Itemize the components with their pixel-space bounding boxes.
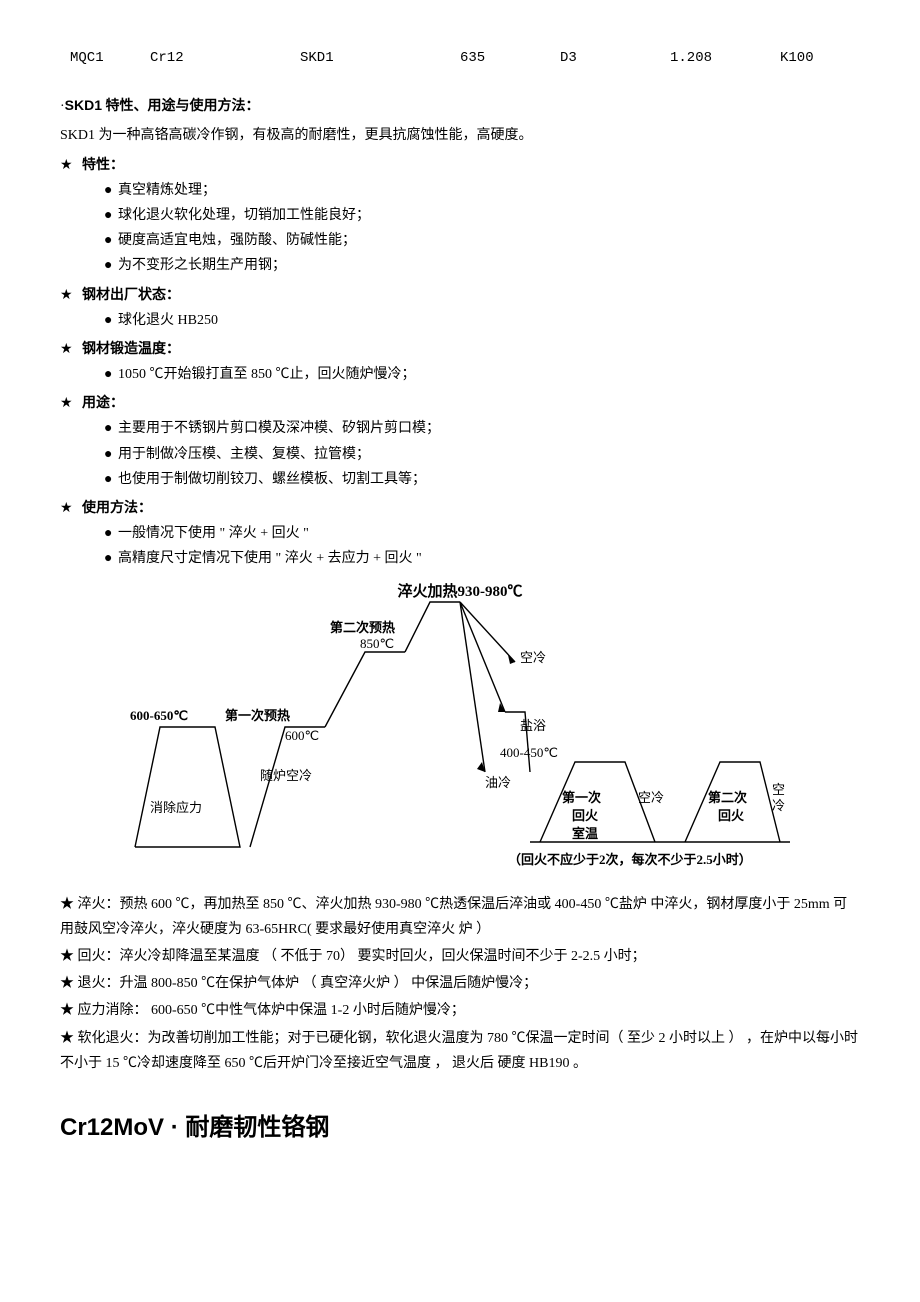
bullet-text: 为不变形之长期生产用钢； [118,258,286,273]
bullet-item: ●主要用于不锈钢片剪口模及深冲模、矽钢片剪口模； [60,416,860,441]
bullet-icon: ● [104,442,118,467]
svg-text:随炉空冷: 随炉空冷 [260,768,312,783]
heading-cr12mov: Cr12MoV · 耐磨韧性铬钢 [60,1106,860,1149]
bullet-text: 主要用于不锈钢片剪口模及深冲模、矽钢片剪口模； [118,421,440,436]
star-heading: ★使用方法： [60,496,860,521]
bullet-icon: ● [104,546,118,571]
bullet-item: ●1050 ℃开始锻打直至 850 ℃止，回火随炉慢冷； [60,362,860,387]
star-heading: ★钢材出厂状态： [60,283,860,308]
bullet-text: 1050 ℃开始锻打直至 850 ℃止，回火随炉慢冷； [118,367,416,382]
svg-text:600-650℃: 600-650℃ [130,708,188,723]
bullet-item: ●真空精炼处理； [60,178,860,203]
bullet-text: 也使用于制做切削铰刀、螺丝模板、切割工具等； [118,472,426,487]
bullet-icon: ● [104,253,118,278]
process-soft-anneal: ★ 软化退火：为改善切削加工性能；对于已硬化钢，软化退火温度为 780 ℃保温一… [60,1026,860,1076]
bullet-item: ●一般情况下使用 " 淬火 + 回火 " [60,521,860,546]
star-icon: ★ [60,337,82,362]
star-icon: ★ [60,496,82,521]
bullet-icon: ● [104,178,118,203]
bullet-icon: ● [104,228,118,253]
process-quench: ★ 淬火：预热 600 ℃，再加热至 850 ℃、淬火加热 930-980 ℃热… [60,892,860,942]
svg-text:消除应力: 消除应力 [150,800,202,815]
bullet-icon: ● [104,416,118,441]
process-stress: ★ 应力消除： 600-650 ℃中性气体炉中保温 1-2 小时后随炉慢冷； [60,998,860,1023]
svg-text:室温: 室温 [572,826,598,841]
table-cell: K100 [780,46,880,71]
process-temper: ★ 回火：淬火冷却降温至某温度 （ 不低于 70） 要实时回火，回火保温时间不少… [60,944,860,969]
svg-text:油冷: 油冷 [485,775,511,790]
title-bold: SKD1 [65,97,102,113]
star-heading: ★特性： [60,153,860,178]
heat-treatment-diagram: 淬火加热930-980℃消除应力600-650℃第一次预热600℃随炉空冷第二次… [130,582,790,882]
bullet-icon: ● [104,467,118,492]
star-icon: ★ [60,391,82,416]
bullet-text: 球化退火 HB250 [118,313,218,328]
svg-text:600℃: 600℃ [285,728,319,743]
table-cell: 635 [460,46,560,71]
svg-text:第一次预热: 第一次预热 [225,708,290,723]
svg-text:回火: 回火 [572,808,599,823]
bullet-item: ●高精度尺寸定情况下使用 " 淬火 + 去应力 + 回火 " [60,546,860,571]
title-rest: 特性、用途与使用方法： [102,99,260,114]
bullet-icon: ● [104,521,118,546]
star-label: 用途： [82,396,124,411]
bullet-item: ●球化退火软化处理，切销加工性能良好； [60,203,860,228]
bullet-text: 球化退火软化处理，切销加工性能良好； [118,208,370,223]
bullet-text: 真空精炼处理； [118,183,216,198]
svg-text:淬火加热930-980℃: 淬火加热930-980℃ [398,582,523,600]
table-cell: MQC1 [60,46,150,71]
bullet-item: ●用于制做冷压模、主模、复模、拉管模； [60,442,860,467]
svg-text:盐浴: 盐浴 [520,718,546,733]
svg-text:（回火不应少于2次，每次不少于2.5小时）: （回火不应少于2次，每次不少于2.5小时） [508,852,752,867]
star-icon: ★ [60,153,82,178]
bullet-item: ●为不变形之长期生产用钢； [60,253,860,278]
bullet-text: 用于制做冷压模、主模、复模、拉管模； [118,447,370,462]
svg-text:空冷: 空冷 [520,650,546,665]
intro-text: SKD1 为一种高铬高碳冷作钢，有极高的耐磨性，更具抗腐蚀性能，高硬度。 [60,123,860,148]
bullet-text: 高精度尺寸定情况下使用 " 淬火 + 去应力 + 回火 " [118,551,422,566]
bullet-text: 一般情况下使用 " 淬火 + 回火 " [118,526,309,541]
svg-text:第二次: 第二次 [708,790,747,805]
svg-text:空冷: 空冷 [638,790,664,805]
star-heading: ★钢材锻造温度： [60,337,860,362]
table-cell: SKD1 [300,46,460,71]
bullet-icon: ● [104,203,118,228]
svg-text:850℃: 850℃ [360,636,394,651]
star-label: 钢材锻造温度： [82,342,180,357]
svg-text:第一次: 第一次 [562,790,601,805]
bullet-icon: ● [104,308,118,333]
bullet-item: ●球化退火 HB250 [60,308,860,333]
section-title: ·SKD1 特性、用途与使用方法： [60,93,860,119]
star-icon: ★ [60,283,82,308]
svg-text:回火: 回火 [718,808,745,823]
star-label: 使用方法： [82,501,152,516]
star-label: 钢材出厂状态： [82,288,180,303]
svg-text:冷: 冷 [772,798,785,813]
star-label: 特性： [82,158,124,173]
table-cell: D3 [560,46,670,71]
svg-text:第二次预热: 第二次预热 [330,620,395,635]
standards-table-row: MQC1 Cr12 SKD1 635 D3 1.208 K100 [60,40,860,77]
bullet-item: ●硬度高适宜电烛，强防酸、防碱性能； [60,228,860,253]
star-heading: ★用途： [60,391,860,416]
svg-text:400-450℃: 400-450℃ [500,745,558,760]
process-anneal: ★ 退火：升温 800-850 ℃在保护气体炉 （ 真空淬火炉 ） 中保温后随炉… [60,971,860,996]
bullet-text: 硬度高适宜电烛，强防酸、防碱性能； [118,233,356,248]
table-cell: Cr12 [150,46,300,71]
table-cell: 1.208 [670,46,780,71]
bullet-item: ●也使用于制做切削铰刀、螺丝模板、切割工具等； [60,467,860,492]
bullet-icon: ● [104,362,118,387]
svg-text:空: 空 [772,782,785,797]
